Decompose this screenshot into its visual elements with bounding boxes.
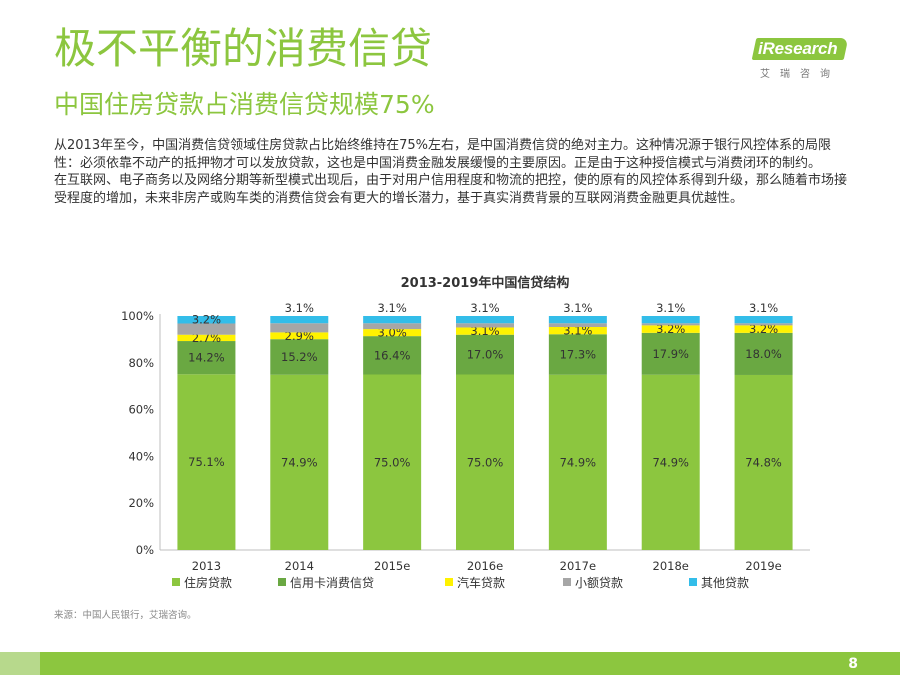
data-label: 74.9% bbox=[560, 455, 597, 469]
bar-segment bbox=[363, 316, 422, 324]
bar-segment bbox=[177, 341, 236, 375]
bar-segment bbox=[177, 334, 236, 342]
y-tick-label: 60% bbox=[128, 403, 154, 417]
bar-segment bbox=[270, 339, 329, 375]
legend-label: 住房贷款 bbox=[184, 575, 232, 590]
bar-segment bbox=[456, 334, 514, 375]
bar-segment bbox=[641, 325, 700, 333]
data-label: 3.1% bbox=[378, 301, 407, 315]
data-label: 15.2% bbox=[281, 350, 318, 364]
bar-segment bbox=[363, 329, 422, 337]
footer-accent bbox=[0, 652, 40, 675]
chart-title: 2013-2019年中国信贷结构 bbox=[401, 275, 570, 291]
data-label: 3.1% bbox=[749, 301, 778, 315]
bar-segment bbox=[270, 374, 329, 550]
bar-segment bbox=[641, 332, 700, 375]
data-label: 75.0% bbox=[374, 455, 411, 469]
x-tick-label: 2015e bbox=[374, 559, 410, 573]
data-label: 3.0% bbox=[378, 326, 407, 340]
bar-segment bbox=[734, 332, 793, 375]
footer-bar: 8 bbox=[0, 652, 900, 675]
y-tick-label: 100% bbox=[121, 309, 154, 323]
legend-swatch bbox=[563, 578, 571, 586]
legend-label: 小额贷款 bbox=[575, 576, 623, 590]
legend-swatch bbox=[278, 578, 286, 586]
data-label: 3.1% bbox=[563, 301, 592, 315]
logo-sub-text: 艾瑞咨询 bbox=[760, 69, 840, 80]
data-label: 74.9% bbox=[652, 455, 689, 469]
x-tick-label: 2014 bbox=[285, 559, 314, 573]
page-subtitle: 中国住房贷款占消费信贷规模75% bbox=[54, 90, 435, 119]
y-tick-label: 40% bbox=[128, 449, 154, 463]
bar-segment bbox=[641, 316, 700, 324]
legend-swatch bbox=[689, 578, 697, 586]
credit-structure-chart: 2013-2019年中国信贷结构 0% 20% 40% 60% 80% 100% 75.1% 1… bbox=[121, 275, 810, 590]
bar-segment bbox=[177, 374, 236, 550]
bar-segment bbox=[270, 323, 329, 333]
bar-segment bbox=[734, 323, 793, 326]
legend-label: 汽车贷款 bbox=[457, 575, 505, 590]
data-label: 3.1% bbox=[285, 301, 314, 315]
bar-segment bbox=[456, 323, 514, 328]
logo-brand-text: iResearch bbox=[758, 39, 838, 58]
data-label: 75.0% bbox=[467, 455, 504, 469]
y-tick-label: 80% bbox=[128, 356, 154, 370]
legend-label: 其他贷款 bbox=[701, 576, 749, 590]
y-tick-label: 0% bbox=[136, 543, 154, 557]
x-tick-label: 2016e bbox=[467, 559, 503, 573]
page-title: 极不平衡的消费信贷 bbox=[54, 24, 433, 73]
bar-segment bbox=[270, 332, 329, 340]
iresearch-logo: iResearch 艾瑞咨询 bbox=[751, 38, 850, 90]
legend-swatch bbox=[172, 578, 180, 586]
data-label: 74.8% bbox=[745, 455, 782, 469]
data-label: 16.4% bbox=[374, 348, 411, 362]
data-label: 3.2% bbox=[192, 313, 221, 327]
body-paragraph-1: 从2013年至今，中国消费信贷领域住房贷款占比始终维持在75%左右，是中国消费信… bbox=[54, 138, 831, 171]
data-label: 74.9% bbox=[281, 455, 318, 469]
page-number: 8 bbox=[848, 656, 858, 672]
bar-segment bbox=[548, 334, 607, 375]
bar-segment bbox=[548, 326, 607, 335]
bar-segment bbox=[363, 374, 422, 550]
bar-segment bbox=[734, 316, 793, 324]
bar-segment bbox=[641, 374, 700, 550]
data-label: 18.0% bbox=[745, 347, 782, 361]
data-label: 17.3% bbox=[560, 347, 597, 361]
data-label: 3.2% bbox=[656, 322, 685, 336]
bar-segment bbox=[363, 336, 422, 375]
bar-segment bbox=[456, 316, 514, 324]
legend-swatch bbox=[445, 578, 453, 586]
legend-label: 信用卡消费信贷 bbox=[290, 576, 374, 590]
body-text: 从2013年至今，中国消费信贷领域住房贷款占比始终维持在75%左右，是中国消费信… bbox=[54, 137, 854, 207]
data-label: 3.1% bbox=[656, 301, 685, 315]
data-label: 17.0% bbox=[467, 348, 504, 362]
bar-segment bbox=[363, 323, 422, 330]
bar-segment bbox=[734, 325, 793, 333]
data-label: 75.1% bbox=[188, 455, 225, 469]
bar-segment bbox=[734, 374, 793, 550]
x-tick-label: 2017e bbox=[560, 559, 596, 573]
data-label: 14.2% bbox=[188, 351, 225, 365]
source-note: 来源：中国人民银行，艾瑞咨询。 bbox=[54, 610, 197, 621]
bar-segment bbox=[270, 316, 329, 324]
x-tick-label: 2018e bbox=[653, 559, 689, 573]
x-tick-label: 2019e bbox=[745, 559, 781, 573]
data-label: 3.2% bbox=[749, 322, 778, 336]
bar-segment bbox=[641, 323, 700, 326]
bar-segment bbox=[548, 323, 607, 327]
x-tick-label: 2013 bbox=[192, 559, 221, 573]
data-label: 3.1% bbox=[470, 301, 499, 315]
body-paragraph-2: 在互联网、电子商务以及网络分期等新型模式出现后，由于对用户信用程度和物流的把控，… bbox=[54, 173, 848, 206]
bar-segment bbox=[548, 374, 607, 550]
data-label: 3.1% bbox=[563, 324, 592, 338]
data-label: 17.9% bbox=[652, 347, 689, 361]
bar-segment bbox=[456, 327, 514, 335]
bar-segment bbox=[548, 316, 607, 324]
bar-segment bbox=[177, 316, 236, 324]
bar-segment bbox=[177, 323, 236, 335]
y-tick-label: 20% bbox=[128, 496, 154, 510]
bar-segment bbox=[456, 374, 514, 550]
data-label: 3.1% bbox=[470, 324, 499, 338]
